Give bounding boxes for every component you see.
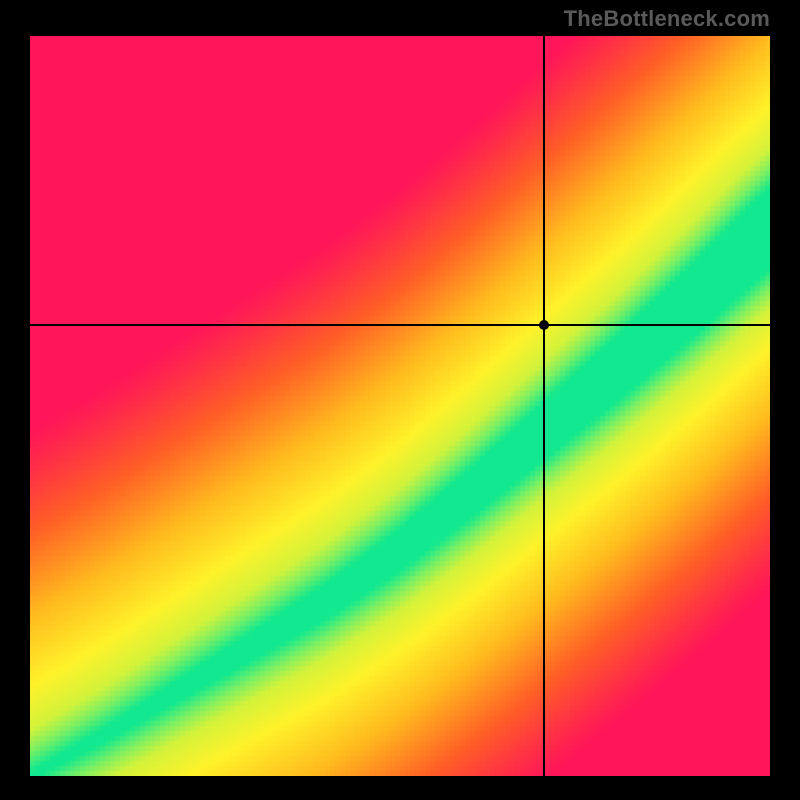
crosshair-vertical [543, 36, 545, 776]
crosshair-marker [539, 320, 549, 330]
bottleneck-heatmap [30, 36, 770, 776]
crosshair-horizontal [30, 324, 770, 326]
chart-container: TheBottleneck.com [0, 0, 800, 800]
attribution-label: TheBottleneck.com [564, 6, 770, 32]
